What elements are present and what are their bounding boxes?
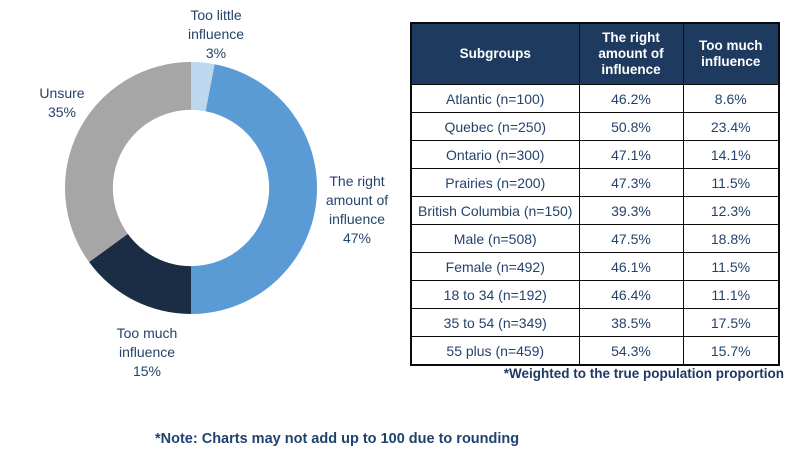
too-much-cell: 11.5% <box>682 168 780 197</box>
right-amount-cell: 47.1% <box>578 140 684 169</box>
column-header-subgroups: Subgroups <box>410 22 580 85</box>
table-footnote: *Weighted to the true population proport… <box>503 366 784 381</box>
subgroup-cell: 35 to 54 (n=349) <box>410 308 580 337</box>
too-much-cell: 14.1% <box>682 140 780 169</box>
table-row: Ontario (n=300) 47.1% 14.1% <box>410 140 780 169</box>
donut-label-too-little: Too little influence 3% <box>173 6 259 63</box>
table-header: Subgroups The right amount of influence … <box>410 22 780 85</box>
too-much-cell: 8.6% <box>682 84 780 113</box>
too-much-cell: 12.3% <box>682 196 780 225</box>
right-amount-cell: 39.3% <box>578 196 684 225</box>
donut-segment-too-little-influence <box>191 62 215 112</box>
donut-label-value: 15% <box>132 363 162 379</box>
table-row: Prairies (n=200) 47.3% 11.5% <box>410 168 780 197</box>
table-header-row: Subgroups The right amount of influence … <box>410 22 780 85</box>
table-row: Male (n=508) 47.5% 18.8% <box>410 224 780 253</box>
too-much-cell: 18.8% <box>682 224 780 253</box>
right-amount-cell: 46.1% <box>578 252 684 281</box>
donut-segment-the-right-amount-of-influence <box>191 64 318 314</box>
donut-label-text: Unsure <box>39 85 85 101</box>
subgroup-table: Subgroups The right amount of influence … <box>410 22 780 366</box>
donut-label-value: 35% <box>47 104 77 120</box>
donut-chart <box>64 62 318 314</box>
column-header-right-amount: The right amount of influence <box>578 22 684 85</box>
too-much-cell: 23.4% <box>682 112 780 141</box>
subgroup-cell: Male (n=508) <box>410 224 580 253</box>
right-amount-cell: 47.5% <box>578 224 684 253</box>
right-amount-cell: 47.3% <box>578 168 684 197</box>
rounding-note: *Note: Charts may not add up to 100 due … <box>155 431 520 447</box>
subgroup-cell: 55 plus (n=459) <box>410 336 580 366</box>
table-row: 35 to 54 (n=349) 38.5% 17.5% <box>410 308 780 337</box>
table-row: 18 to 34 (n=192) 46.4% 11.1% <box>410 280 780 309</box>
donut-label-right-amount: The right amount of influence 47% <box>310 172 404 248</box>
donut-label-too-much: Too much influence 15% <box>105 324 189 381</box>
subgroup-cell: 18 to 34 (n=192) <box>410 280 580 309</box>
too-much-cell: 11.1% <box>682 280 780 309</box>
donut-label-text: The right amount of influence <box>325 173 389 227</box>
right-amount-cell: 50.8% <box>578 112 684 141</box>
subgroup-cell: Female (n=492) <box>410 252 580 281</box>
donut-segment-unsure <box>64 62 191 263</box>
right-amount-cell: 54.3% <box>578 336 684 366</box>
subgroup-cell: Ontario (n=300) <box>410 140 580 169</box>
too-much-cell: 17.5% <box>682 308 780 337</box>
donut-label-value: 47% <box>342 230 372 246</box>
table-body: Atlantic (n=100) 46.2% 8.6% Quebec (n=250) 5… <box>410 84 780 366</box>
table-row: Quebec (n=250) 50.8% 23.4% <box>410 112 780 141</box>
subgroup-cell: Atlantic (n=100) <box>410 84 580 113</box>
too-much-cell: 11.5% <box>682 252 780 281</box>
table-row: Atlantic (n=100) 46.2% 8.6% <box>410 84 780 113</box>
table-row: British Columbia (n=150) 39.3% 12.3% <box>410 196 780 225</box>
subgroup-cell: British Columbia (n=150) <box>410 196 580 225</box>
subgroup-cell: Prairies (n=200) <box>410 168 580 197</box>
column-header-too-much: Too much influence <box>682 22 780 85</box>
donut-label-text: Too much influence <box>116 325 178 360</box>
table-row: Female (n=492) 46.1% 11.5% <box>410 252 780 281</box>
too-much-cell: 15.7% <box>682 336 780 366</box>
right-amount-cell: 46.4% <box>578 280 684 309</box>
donut-segment-too-much-influence <box>89 233 191 314</box>
donut-label-unsure: Unsure 35% <box>24 84 100 122</box>
donut-label-text: Too little influence <box>187 7 245 42</box>
donut-label-value: 3% <box>205 45 227 61</box>
table-row: 55 plus (n=459) 54.3% 15.7% <box>410 336 780 366</box>
subgroup-cell: Quebec (n=250) <box>410 112 580 141</box>
right-amount-cell: 46.2% <box>578 84 684 113</box>
right-amount-cell: 38.5% <box>578 308 684 337</box>
